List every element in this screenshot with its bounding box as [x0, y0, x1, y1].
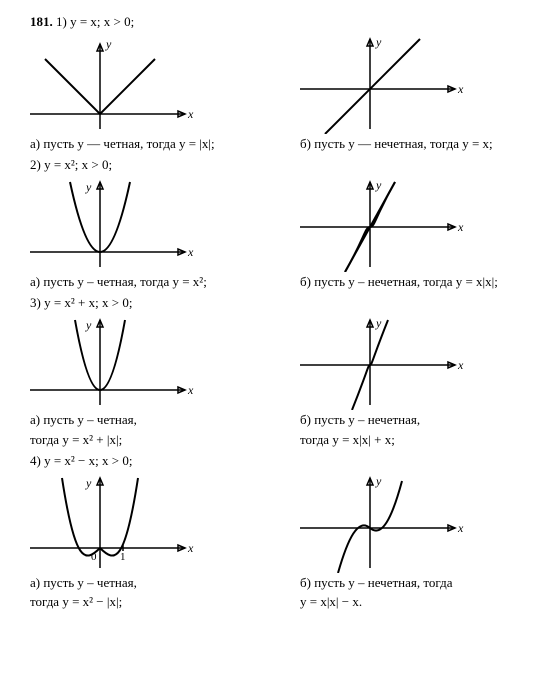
p3-header: 3) y = x² + x; x > 0;	[30, 295, 530, 311]
svg-text:y: y	[375, 35, 382, 49]
svg-text:y: y	[105, 37, 112, 51]
p1-header: 1) y = x; x > 0;	[56, 14, 134, 29]
caption-4a-l1: а) пусть y – четная,	[30, 575, 260, 591]
row-2: x y а) пусть y – четная, тогда y = x²; x y…	[20, 177, 530, 294]
svg-text:x: x	[457, 521, 464, 535]
graph-1b: x y б) пусть y — нечетная, тогда y = x;	[290, 34, 530, 156]
svg-text:x: x	[457, 220, 464, 234]
svg-text:x: x	[457, 82, 464, 96]
caption-3b-l1: б) пусть y – нечетная,	[300, 412, 530, 428]
caption-4b-l2: y = x|x| − x.	[300, 594, 530, 610]
caption-4b-l1: б) пусть y – нечетная, тогда	[300, 575, 530, 591]
problem-header: 181. 1) y = x; x > 0;	[30, 14, 530, 30]
svg-text:x: x	[187, 245, 194, 259]
row-3: x y а) пусть y – четная, тогда y = x² + |…	[20, 315, 530, 451]
caption-1a: а) пусть y — четная, тогда y = |x|;	[30, 136, 260, 152]
row-1: x y а) пусть y — четная, тогда y = |x|; x…	[20, 34, 530, 156]
caption-3a-l2: тогда y = x² + |x|;	[30, 432, 260, 448]
caption-2b: б) пусть y – нечетная, тогда y = x|x|;	[300, 274, 530, 290]
svg-text:y: y	[85, 180, 92, 194]
graph-4a: xy 0 1 а) пусть y – четная, тогда y = x²…	[20, 473, 260, 614]
svg-text:x: x	[187, 541, 194, 555]
problem-number: 181.	[30, 14, 53, 29]
svg-text:x: x	[187, 383, 194, 397]
caption-3b-l2: тогда y = x|x| + x;	[300, 432, 530, 448]
p4-header: 4) y = x² − x; x > 0;	[30, 453, 530, 469]
graph-1a: x y а) пусть y — четная, тогда y = |x|;	[20, 34, 260, 156]
graph-3b: x y б) пусть y – нечетная, тогда y = x|x|…	[290, 315, 530, 451]
tick-one: 1	[120, 551, 126, 563]
caption-3a-l1: а) пусть y – четная,	[30, 412, 260, 428]
p2-header: 2) y = x²; x > 0;	[30, 157, 530, 173]
svg-text:y: y	[85, 318, 92, 332]
row-4: xy 0 1 а) пусть y – четная, тогда y = x²…	[20, 473, 530, 614]
svg-text:y: y	[375, 474, 382, 488]
graph-2a: x y а) пусть y – четная, тогда y = x²;	[20, 177, 260, 294]
graph-3a: x y а) пусть y – четная, тогда y = x² + |…	[20, 315, 260, 451]
caption-4a-l2: тогда y = x² − |x|;	[30, 594, 260, 610]
svg-text:y: y	[375, 316, 382, 330]
graph-4b: x y б) пусть y – нечетная, тогда y = x|x|…	[290, 473, 530, 614]
svg-text:x: x	[187, 107, 194, 121]
caption-2a: а) пусть y – четная, тогда y = x²;	[30, 274, 260, 290]
svg-text:y: y	[85, 476, 92, 490]
svg-text:y: y	[375, 178, 382, 192]
graph-2b: x y б) пусть y – нечетная, тогда y = x|x|…	[290, 177, 530, 294]
caption-1b: б) пусть y — нечетная, тогда y = x;	[300, 136, 530, 152]
svg-text:x: x	[457, 358, 464, 372]
